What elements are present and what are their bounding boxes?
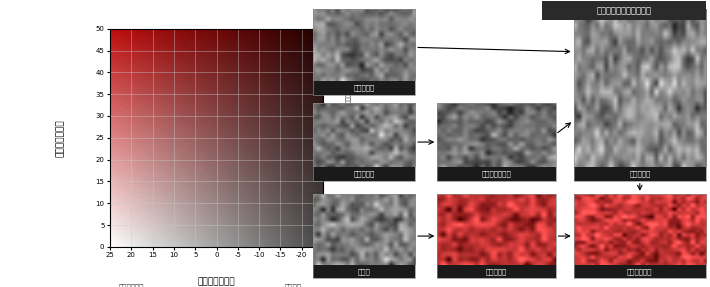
- Text: 反転地下開度図: 反転地下開度図: [481, 170, 511, 177]
- Text: 赤色立体地図: 赤色立体地図: [627, 268, 652, 275]
- X-axis label: 尾根谷度（度）: 尾根谷度（度）: [198, 278, 235, 287]
- Text: 暇い　谷: 暇い 谷: [285, 283, 302, 287]
- Text: 地上開度図: 地上開度図: [354, 84, 375, 91]
- Text: 彩度高い（赤い）: 彩度高い（赤い）: [346, 86, 351, 112]
- Bar: [313, 194, 415, 278]
- Text: 平坦: 平坦: [346, 236, 351, 243]
- Text: 地下開度図: 地下開度図: [354, 170, 375, 177]
- Text: 急斜面: 急斜面: [346, 36, 351, 46]
- Y-axis label: 斜面傾斜（度）: 斜面傾斜（度）: [56, 119, 65, 157]
- Bar: [437, 167, 555, 181]
- Text: 尾根谷度図: 尾根谷度図: [629, 170, 650, 177]
- Bar: [313, 81, 415, 95]
- Text: 赤色立体画像作成フロー: 赤色立体画像作成フロー: [596, 6, 651, 15]
- Bar: [313, 103, 415, 181]
- Text: 綾斜面: 綾斜面: [346, 158, 351, 168]
- Bar: [437, 265, 555, 278]
- Text: 尾根　明るい: 尾根 明るい: [119, 283, 144, 287]
- Bar: [574, 167, 706, 181]
- Text: 彩度低い: 彩度低い: [346, 199, 351, 212]
- Bar: [313, 9, 415, 95]
- Bar: [437, 194, 555, 278]
- Bar: [574, 265, 706, 278]
- Text: 斜度図: 斜度図: [358, 268, 371, 275]
- Bar: [437, 103, 555, 181]
- Bar: [574, 9, 706, 181]
- Bar: [313, 167, 415, 181]
- Bar: [542, 1, 706, 20]
- Bar: [313, 265, 415, 278]
- Bar: [574, 194, 706, 278]
- Text: 赤色斜度図: 赤色斜度図: [486, 268, 507, 275]
